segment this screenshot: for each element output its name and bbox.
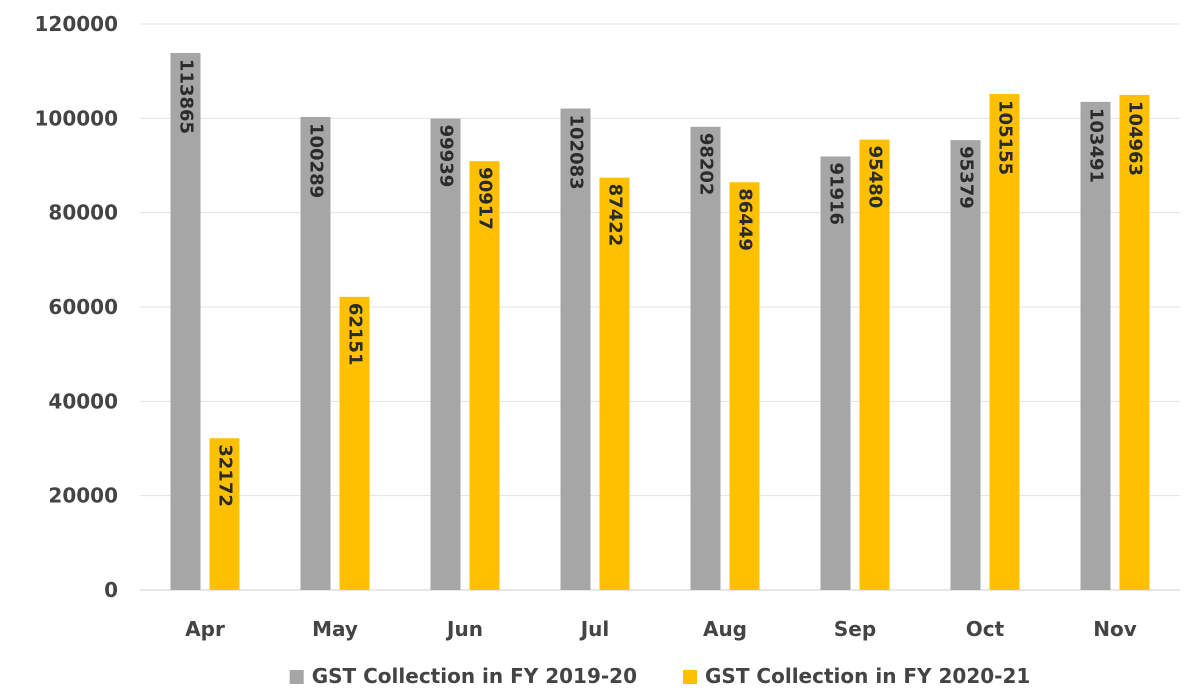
data-label-jun-series-1: 99939 xyxy=(436,125,457,188)
data-label-oct-series-1: 95379 xyxy=(956,146,977,209)
bar-may-series-1 xyxy=(300,116,331,590)
bar-nov-series-2 xyxy=(1119,94,1150,591)
x-tick-label-jun: Jun xyxy=(445,617,483,641)
y-tick-label: 120000 xyxy=(35,12,119,36)
x-tick-label-jul: Jul xyxy=(579,617,610,641)
bars xyxy=(170,52,1150,591)
bar-apr-series-1 xyxy=(170,52,201,590)
x-tick-label-apr: Apr xyxy=(185,617,225,641)
data-label-jul-series-2: 87422 xyxy=(605,184,626,247)
data-label-oct-series-2: 105155 xyxy=(995,100,1016,175)
bar-jun-series-1 xyxy=(430,118,461,591)
x-tick-label-nov: Nov xyxy=(1093,617,1137,641)
x-tick-label-sep: Sep xyxy=(834,617,876,641)
legend: GST Collection in FY 2019-20 GST Collecti… xyxy=(289,664,1030,688)
x-axis-tick-labels: Apr May Jun Jul Aug Sep Oct Nov xyxy=(185,617,1137,641)
y-tick-label: 100000 xyxy=(35,106,119,130)
data-label-aug-series-1: 98202 xyxy=(696,133,717,196)
x-tick-label-may: May xyxy=(312,617,358,641)
y-axis-tick-labels: 0 20000 40000 60000 80000 100000 120000 xyxy=(35,12,119,602)
data-label-nov-series-1: 103491 xyxy=(1086,108,1107,183)
data-label-jul-series-1: 102083 xyxy=(566,115,587,190)
data-label-aug-series-2: 86449 xyxy=(735,188,756,251)
y-tick-label: 80000 xyxy=(48,201,118,225)
bar-jul-series-2 xyxy=(599,177,630,591)
y-tick-label: 20000 xyxy=(48,484,118,508)
y-tick-label: 0 xyxy=(104,578,118,602)
bar-aug-series-2 xyxy=(729,182,760,590)
legend-item-series-2: GST Collection in FY 2020-21 xyxy=(683,664,1030,688)
bar-apr-series-2 xyxy=(209,438,240,590)
legend-item-series-1: GST Collection in FY 2019-20 xyxy=(289,664,637,688)
legend-label: GST Collection in FY 2020-21 xyxy=(705,664,1030,688)
data-label-nov-series-2: 104963 xyxy=(1125,101,1146,176)
bar-nov-series-1 xyxy=(1080,101,1111,591)
data-label-apr-series-2: 32172 xyxy=(215,444,236,507)
bar-may-series-2 xyxy=(339,296,370,590)
data-label-jun-series-2: 90917 xyxy=(475,167,496,230)
gridlines xyxy=(140,23,1180,591)
data-label-sep-series-1: 91916 xyxy=(826,162,847,225)
data-label-may-series-2: 62151 xyxy=(345,303,366,366)
data-label-may-series-1: 100289 xyxy=(306,123,327,198)
bar-sep-series-2 xyxy=(859,139,890,591)
data-label-sep-series-2: 95480 xyxy=(865,146,886,209)
legend-swatch xyxy=(289,670,304,684)
x-tick-label-aug: Aug xyxy=(703,617,747,641)
y-tick-label: 40000 xyxy=(48,389,118,413)
bar-jul-series-1 xyxy=(560,108,591,590)
bar-sep-series-1 xyxy=(820,156,851,590)
bar-jun-series-2 xyxy=(469,161,500,591)
legend-swatch xyxy=(683,670,697,684)
data-label-apr-series-1: 113865 xyxy=(176,59,197,134)
bar-oct-series-1 xyxy=(950,140,981,591)
bar-aug-series-1 xyxy=(690,126,721,590)
data-labels: 113865 32172 100289 62151 99939 90917 102083 87… xyxy=(176,59,1146,507)
y-tick-label: 60000 xyxy=(48,295,118,319)
bar-oct-series-2 xyxy=(989,94,1020,590)
legend-label: GST Collection in FY 2019-20 xyxy=(312,664,637,688)
x-tick-label-oct: Oct xyxy=(966,617,1005,641)
